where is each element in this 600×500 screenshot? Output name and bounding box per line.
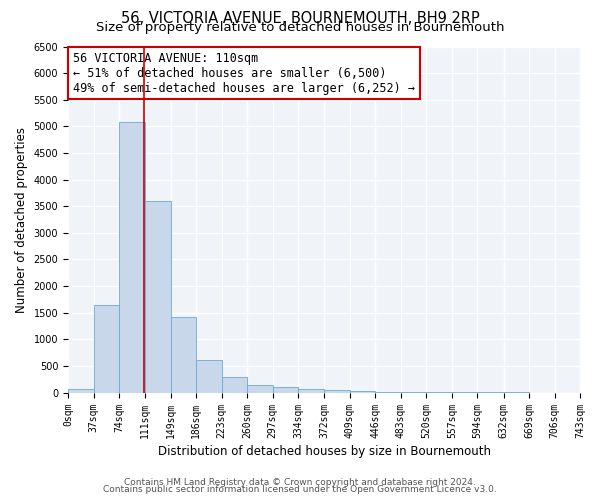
Bar [119,122,145,392]
Bar [298,388,325,392]
Bar [170,317,196,392]
Bar [94,304,119,392]
Bar [145,201,170,392]
Bar [325,390,350,392]
Text: 56, VICTORIA AVENUE, BOURNEMOUTH, BH9 2RP: 56, VICTORIA AVENUE, BOURNEMOUTH, BH9 2R… [121,11,479,26]
X-axis label: Distribution of detached houses by size in Bournemouth: Distribution of detached houses by size … [158,444,491,458]
Text: 56 VICTORIA AVENUE: 110sqm
← 51% of detached houses are smaller (6,500)
49% of s: 56 VICTORIA AVENUE: 110sqm ← 51% of deta… [73,52,415,94]
Bar [68,388,94,392]
Bar [221,377,247,392]
Bar [272,388,298,392]
Bar [247,384,272,392]
Text: Size of property relative to detached houses in Bournemouth: Size of property relative to detached ho… [96,21,504,34]
Text: Contains public sector information licensed under the Open Government Licence v3: Contains public sector information licen… [103,485,497,494]
Text: Contains HM Land Registry data © Crown copyright and database right 2024.: Contains HM Land Registry data © Crown c… [124,478,476,487]
Bar [350,391,376,392]
Bar [196,360,221,392]
Y-axis label: Number of detached properties: Number of detached properties [15,126,28,312]
